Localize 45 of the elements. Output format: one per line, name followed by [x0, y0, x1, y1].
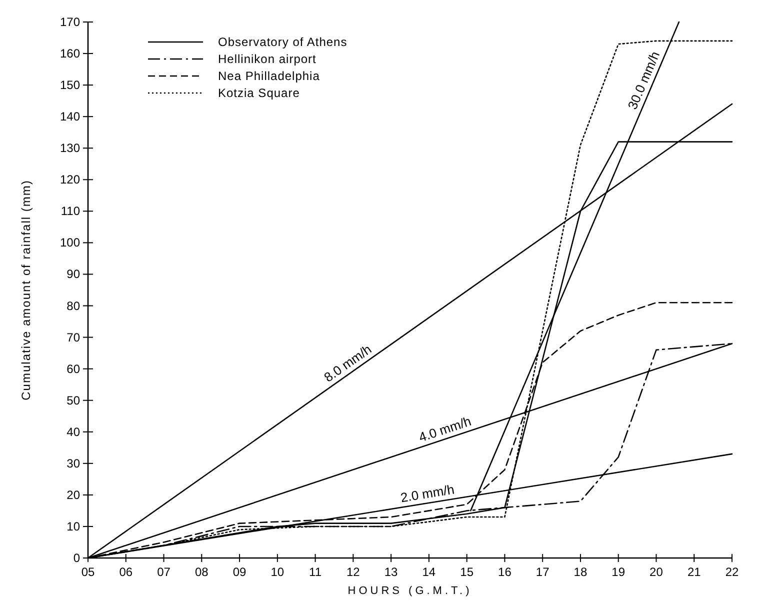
- x-tick-label: 13: [384, 565, 398, 579]
- y-tick-label: 130: [60, 141, 80, 156]
- y-tick-label: 40: [66, 424, 80, 439]
- legend-label: Hellinikon airport: [218, 52, 317, 66]
- y-tick-label: 70: [66, 330, 80, 344]
- legend-label: Observatory of Athens: [218, 35, 348, 49]
- y-tick-label: 10: [66, 519, 80, 534]
- y-tick-label: 120: [60, 172, 80, 187]
- x-axis-title: HOURS (G.M.T.): [348, 585, 472, 597]
- annotation: 30.0 mm/h: [624, 49, 663, 112]
- x-tick-label: 15: [460, 565, 474, 579]
- annotation: 2.0 mm/h: [399, 482, 456, 506]
- x-tick-label: 16: [498, 565, 512, 579]
- y-tick-label: 60: [66, 362, 80, 376]
- y-tick-label: 140: [60, 110, 80, 124]
- y-tick-label: 0: [73, 551, 80, 565]
- x-tick-label: 09: [232, 565, 247, 579]
- x-tick-label: 11: [309, 565, 322, 579]
- x-tick-label: 06: [119, 565, 133, 579]
- x-tick-label: 17: [536, 565, 550, 579]
- x-tick-label: 10: [270, 565, 284, 579]
- y-tick-label: 50: [66, 393, 80, 408]
- y-tick-label: 20: [66, 488, 80, 502]
- x-tick-label: 12: [346, 565, 360, 579]
- x-tick-label: 22: [725, 565, 739, 579]
- y-tick-label: 150: [60, 78, 80, 92]
- y-tick-label: 90: [66, 267, 80, 282]
- y-tick-label: 170: [60, 15, 80, 29]
- y-tick-label: 100: [60, 236, 80, 250]
- x-tick-label: 14: [422, 565, 436, 579]
- annotation: 4.0 mm/h: [416, 414, 473, 445]
- x-tick-label: 18: [574, 565, 588, 579]
- legend-label: Nea Philladelphia: [218, 69, 320, 83]
- x-tick-label: 20: [650, 565, 664, 579]
- legend-label: Kotzia Square: [218, 86, 300, 100]
- x-tick-label: 21: [687, 565, 702, 579]
- x-tick-label: 05: [81, 565, 95, 579]
- x-tick-label: 08: [194, 565, 209, 579]
- y-tick-label: 110: [60, 204, 80, 218]
- y-tick-label: 30: [66, 456, 80, 470]
- x-tick-label: 19: [612, 565, 626, 579]
- y-tick-label: 80: [66, 298, 80, 313]
- y-tick-label: 160: [60, 46, 80, 61]
- y-axis-title: Cumulative amount of rainfall (mm): [19, 180, 33, 400]
- x-tick-label: 07: [157, 565, 171, 579]
